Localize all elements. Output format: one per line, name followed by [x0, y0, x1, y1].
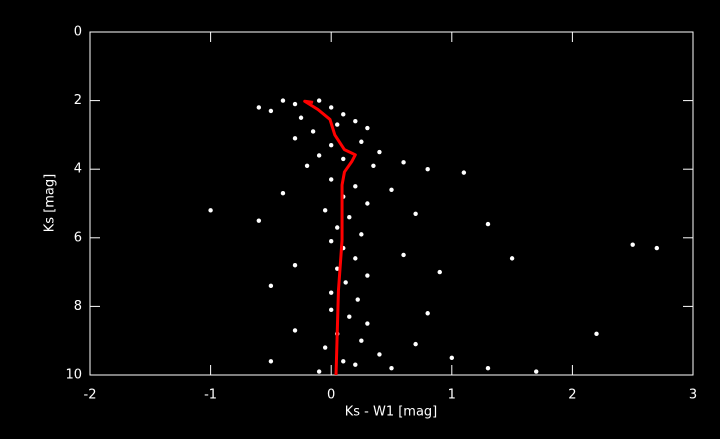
data-point: [365, 125, 370, 131]
data-point: [425, 311, 430, 316]
data-point: [630, 242, 635, 247]
y-tick-label: 0: [74, 25, 82, 40]
data-point: [389, 187, 394, 192]
x-tick-label: 0: [327, 388, 335, 403]
data-point: [413, 211, 418, 216]
data-point: [316, 153, 322, 158]
data-point: [347, 215, 352, 220]
data-point: [401, 160, 406, 165]
data-point: [485, 221, 491, 227]
data-point: [343, 280, 348, 285]
data-point: [304, 163, 310, 168]
data-point: [654, 245, 660, 251]
data-point: [353, 184, 358, 189]
data-point: [461, 170, 467, 175]
data-point: [341, 112, 346, 117]
data-point: [322, 208, 328, 213]
data-point: [329, 142, 334, 148]
data-point: [329, 177, 334, 182]
data-point: [425, 167, 430, 172]
data-point: [329, 307, 334, 313]
y-tick-label: 6: [74, 230, 82, 245]
y-tick-label: 8: [74, 299, 82, 314]
data-point: [437, 269, 442, 275]
data-point: [268, 283, 274, 289]
data-point: [341, 359, 346, 364]
data-point: [329, 290, 334, 295]
data-point: [353, 256, 358, 261]
data-point: [347, 314, 352, 319]
x-tick-label: -2: [84, 388, 97, 403]
data-point: [365, 273, 370, 278]
data-point: [329, 105, 334, 110]
data-point: [341, 156, 346, 162]
data-point: [316, 98, 322, 103]
data-point: [280, 98, 286, 103]
data-point: [359, 338, 364, 343]
x-axis-label: Ks - W1 [mag]: [345, 405, 438, 420]
y-tick-label: 10: [65, 368, 82, 383]
data-point: [335, 122, 340, 127]
data-point: [280, 191, 286, 196]
data-point: [365, 201, 370, 206]
data-point: [292, 136, 298, 141]
data-point: [256, 105, 262, 110]
plot-frame: [89, 31, 694, 376]
data-point: [355, 297, 360, 302]
data-point: [310, 129, 316, 134]
data-point: [292, 263, 298, 268]
data-point: [353, 118, 358, 124]
data-point: [371, 163, 376, 168]
data-point: [353, 362, 358, 367]
data-point: [329, 239, 334, 244]
data-point: [292, 328, 298, 333]
data-point: [335, 225, 340, 230]
data-point: [389, 365, 394, 371]
y-tick-label: 4: [74, 162, 82, 177]
data-point: [401, 252, 406, 258]
y-axis-label: Ks [mag]: [43, 174, 58, 232]
data-point: [208, 208, 213, 213]
data-point: [268, 359, 274, 364]
line: [303, 99, 357, 376]
data-point: [292, 101, 298, 107]
data-point: [413, 341, 418, 347]
data-point: [359, 232, 364, 237]
x-tick-label: 3: [689, 388, 697, 403]
x-tick-label: -1: [204, 388, 217, 403]
data-point: [365, 321, 370, 326]
data-point: [509, 256, 515, 261]
data-point: [298, 115, 304, 120]
data-point: [322, 345, 328, 350]
data-point: [485, 365, 491, 371]
data-point: [377, 352, 382, 357]
data-point: [377, 149, 382, 155]
data-point: [534, 369, 539, 374]
data-point: [256, 218, 262, 223]
y-tick-label: 2: [74, 93, 82, 108]
data-point: [316, 369, 322, 374]
data-point: [359, 139, 364, 144]
data-point: [335, 266, 340, 271]
data-point: [594, 331, 599, 337]
x-tick-label: 1: [448, 388, 456, 403]
x-tick-label: 2: [568, 388, 576, 403]
data-point: [268, 108, 274, 114]
data-point: [449, 355, 454, 361]
